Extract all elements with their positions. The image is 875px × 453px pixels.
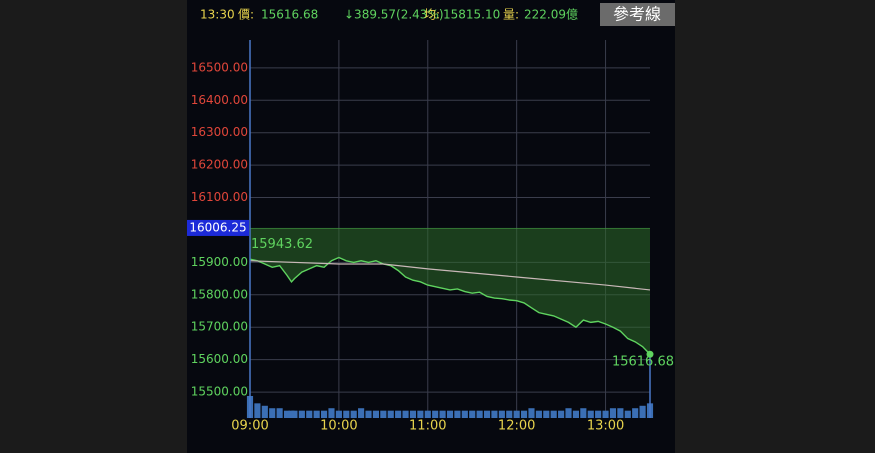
volume-bar bbox=[461, 410, 468, 418]
volume-bar bbox=[417, 410, 424, 418]
volume-bar bbox=[409, 410, 417, 418]
time: 13:30 bbox=[200, 8, 235, 22]
volume-bar bbox=[602, 410, 609, 418]
volume-bar bbox=[306, 410, 313, 418]
volume-bar bbox=[432, 410, 439, 418]
volume-bar bbox=[395, 410, 402, 418]
volume-bar bbox=[402, 410, 409, 418]
y-tick-label: 15600.00 bbox=[191, 352, 248, 366]
button[interactable] bbox=[600, 3, 675, 26]
volume-bar bbox=[446, 410, 454, 418]
volume-bar bbox=[365, 410, 372, 418]
volume-bar bbox=[261, 405, 268, 418]
y-tick-label: 16500.00 bbox=[191, 60, 248, 74]
volume-bar bbox=[513, 410, 520, 418]
volume-bar bbox=[506, 410, 513, 418]
volume-bar bbox=[291, 410, 298, 418]
y-tick-label: 15800.00 bbox=[191, 287, 248, 301]
volume-bar bbox=[321, 410, 328, 418]
volume-bar bbox=[558, 410, 565, 418]
volume-bar bbox=[454, 410, 461, 418]
line bbox=[249, 256, 651, 355]
volume-bar bbox=[380, 410, 387, 418]
volume-bar bbox=[476, 410, 483, 418]
volume-bar bbox=[298, 410, 305, 418]
reference-tag bbox=[187, 219, 249, 236]
volume-bar bbox=[617, 408, 624, 418]
x-tick-label: 10:00 bbox=[320, 419, 357, 434]
volume-bar bbox=[543, 410, 550, 418]
volume-bar bbox=[624, 410, 631, 418]
volume-bar bbox=[491, 410, 498, 418]
volume-bar bbox=[439, 410, 446, 418]
volume-bar bbox=[535, 410, 542, 418]
y-tick-label: 15700.00 bbox=[191, 320, 248, 334]
x-tick-label: 11:00 bbox=[409, 419, 446, 434]
x-tick-label: 12:00 bbox=[498, 419, 535, 434]
volume-bar bbox=[313, 410, 320, 418]
y-tick-label: 16200.00 bbox=[191, 158, 248, 172]
volume-bar bbox=[254, 403, 261, 418]
high-label: 15943.62 bbox=[251, 237, 313, 252]
panel bbox=[187, 0, 675, 453]
volume-bar bbox=[276, 408, 283, 418]
volume-bar bbox=[595, 410, 602, 418]
volume-bar bbox=[343, 410, 350, 418]
reference-label: 16006.25 bbox=[189, 220, 246, 234]
y-tick-label: 16400.00 bbox=[191, 93, 248, 107]
volume-bar bbox=[632, 408, 639, 418]
volume-bar bbox=[609, 408, 617, 418]
y-tick-label: 15900.00 bbox=[191, 255, 248, 269]
change: ↓389.57(2.43%) bbox=[344, 8, 444, 22]
line bbox=[249, 260, 651, 291]
x-tick-label: 09:00 bbox=[231, 419, 268, 434]
volume-bar bbox=[358, 408, 365, 418]
y-tick-label: 15500.00 bbox=[191, 385, 248, 399]
volume: 222.09億 bbox=[524, 8, 578, 22]
volume-bar bbox=[387, 410, 394, 418]
area bbox=[250, 227, 650, 355]
volume-bar bbox=[283, 410, 291, 418]
y-tick-label: 16100.00 bbox=[191, 190, 248, 204]
volume-bar bbox=[565, 408, 572, 418]
volume-bar bbox=[424, 410, 431, 418]
price-label: 價: bbox=[238, 8, 254, 22]
avg: 15815.10 bbox=[443, 8, 500, 22]
volume-bar bbox=[572, 410, 579, 418]
last-point bbox=[646, 350, 654, 358]
volume-bar bbox=[550, 410, 557, 418]
volume-bar bbox=[498, 410, 505, 418]
price: 15616.68 bbox=[261, 8, 318, 22]
volume-bar bbox=[372, 410, 379, 418]
x-tick-label: 13:00 bbox=[587, 419, 624, 434]
last-label: 15616.68 bbox=[612, 355, 674, 370]
volume-bar bbox=[335, 410, 342, 418]
button-label[interactable]: 參考線 bbox=[613, 5, 661, 24]
volume-bar bbox=[328, 408, 335, 418]
avg-label: 均: bbox=[424, 8, 440, 22]
volume-bar bbox=[580, 408, 587, 418]
volume-bar bbox=[587, 410, 594, 418]
volume-bar bbox=[469, 410, 476, 418]
volume-bar bbox=[521, 410, 528, 418]
volume-bar bbox=[350, 410, 357, 418]
volume-bar bbox=[483, 410, 491, 418]
y-tick-label: 16300.00 bbox=[191, 125, 248, 139]
volume-bar bbox=[269, 408, 276, 418]
volume-label: 量: bbox=[503, 8, 519, 22]
volume-bar bbox=[528, 408, 535, 418]
volume-bar bbox=[639, 405, 646, 418]
